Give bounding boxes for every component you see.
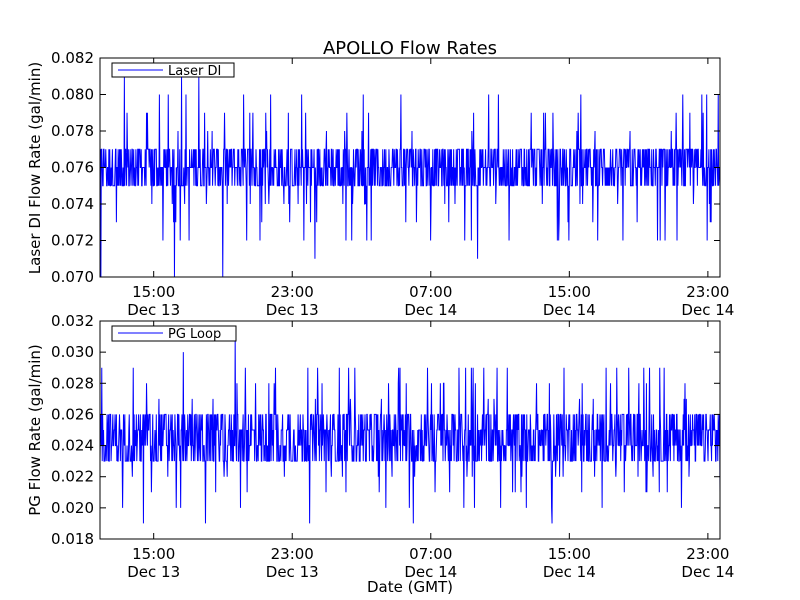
y-tick-label: 0.028 [51,374,94,392]
series-laser-di [99,76,721,278]
x-tick-label-date: Dec 14 [404,563,457,581]
x-tick-label-date: Dec 13 [266,563,319,581]
series-pg-loop [99,336,721,524]
x-axis-label: Date (GMT) [367,578,453,596]
y-tick-label: 0.022 [51,468,94,486]
y-tick-label: 0.030 [51,343,94,361]
y-tick-label: 0.082 [51,49,94,67]
x-tick-label-date: Dec 14 [404,301,457,319]
x-tick-label-date: Dec 14 [681,563,734,581]
x-tick-label-time: 23:00 [686,283,729,301]
panel-pg-loop: 0.018 0.020 0.022 0.024 0.026 0.028 0.030 0.032… [26,312,734,581]
y-tick-label: 0.020 [51,499,94,517]
legend-box [111,62,235,78]
series-line [99,76,721,278]
panel-laser-di: 0.070 0.072 0.074 0.076 0.078 0.080 0.082 15:00… [26,49,734,319]
y-tick-label: 0.024 [51,437,94,455]
x-tick-label-time: 07:00 [409,283,452,301]
x-tick-label-date: Dec 14 [681,301,734,319]
x-tick-label-date: Dec 13 [127,563,180,581]
legend-pg-loop: PG Loop [111,325,237,342]
x-tick-label-time: 15:00 [548,545,591,563]
y-tick-label: 0.072 [51,232,94,250]
y-tick-label: 0.032 [51,312,94,330]
x-tick-label-date: Dec 14 [543,301,596,319]
legend-label: Laser DI [168,64,221,79]
ticks-pg-loop: 0.018 0.020 0.022 0.024 0.026 0.028 0.030 0.032… [51,312,734,581]
y-tick-label: 0.026 [51,405,94,423]
x-tick-label-time: 07:00 [409,545,452,563]
axes-frame [99,320,721,540]
x-tick-label-time: 15:00 [132,545,175,563]
x-tick-label-time: 23:00 [271,283,314,301]
x-tick-label-time: 23:00 [686,545,729,563]
ticks-laser-di: 0.070 0.072 0.074 0.076 0.078 0.080 0.082 15:00… [51,49,734,319]
y-axis-label-pg-loop: PG Flow Rate (gal/min) [26,344,44,516]
x-tick-label-date: Dec 13 [127,301,180,319]
y-tick-label: 0.018 [51,530,94,548]
legend-laser-di: Laser DI [111,62,235,79]
x-tick-label-time: 23:00 [271,545,314,563]
x-tick-label-date: Dec 14 [543,563,596,581]
series-line [99,336,721,524]
y-tick-label: 0.080 [51,86,94,104]
y-tick-label: 0.074 [51,195,94,213]
x-tick-label-time: 15:00 [548,283,591,301]
legend-box [111,325,237,342]
legend-label: PG Loop [168,327,221,342]
y-axis-label-laser-di: Laser DI Flow Rate (gal/min) [26,62,44,274]
y-tick-label: 0.078 [51,122,94,140]
chart-title: APOLLO Flow Rates [323,38,497,59]
y-tick-label: 0.076 [51,159,94,177]
x-tick-label-date: Dec 13 [266,301,319,319]
x-tick-label-time: 15:00 [132,283,175,301]
y-tick-label: 0.070 [51,268,94,286]
